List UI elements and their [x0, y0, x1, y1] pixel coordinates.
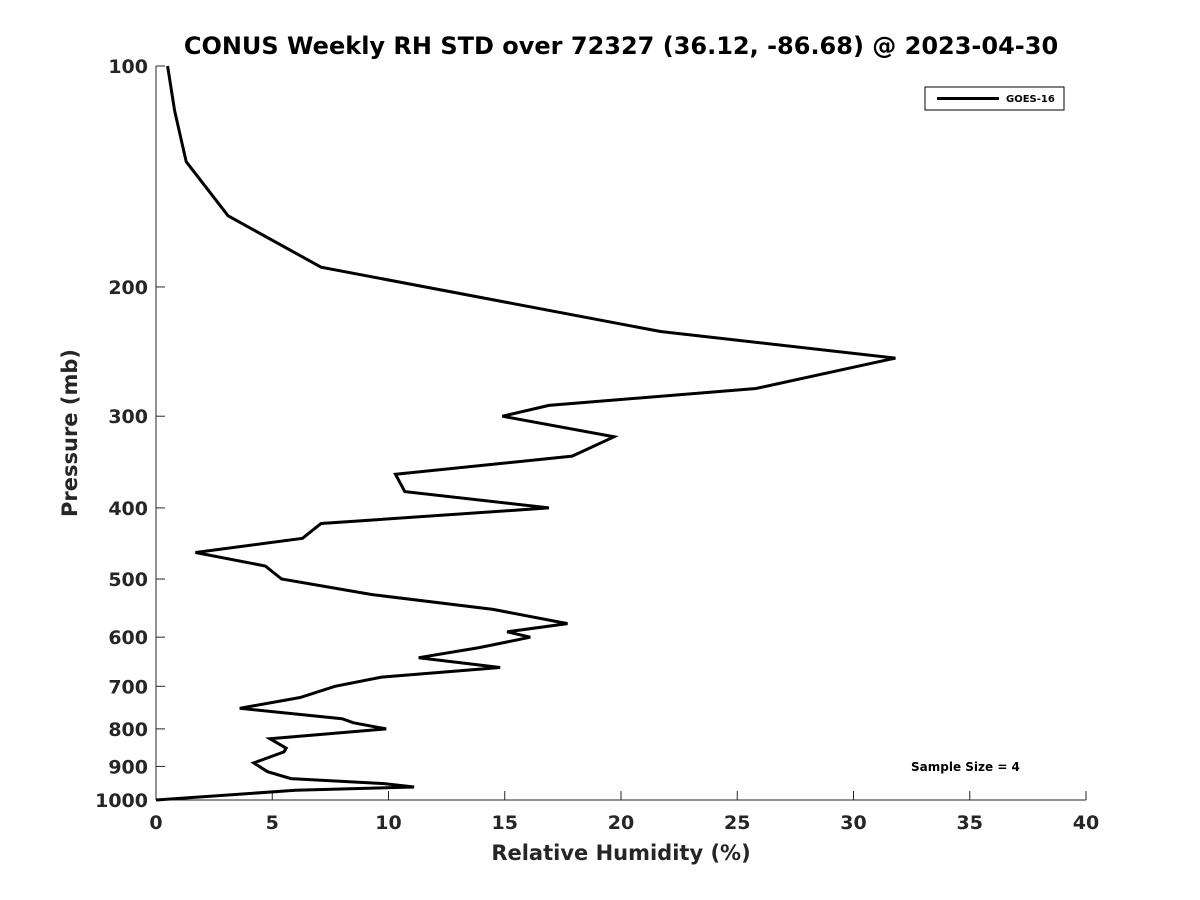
y-tick-label-100: 100 — [108, 56, 148, 78]
y-tick-label-500: 500 — [108, 569, 148, 591]
y-tick-label-400: 400 — [108, 498, 148, 520]
legend-entry-goes16: GOES-16 — [1006, 94, 1055, 105]
x-tick-label-10: 10 — [375, 812, 401, 834]
x-tick-label-40: 40 — [1073, 812, 1099, 834]
y-tick-label-800: 800 — [108, 719, 148, 741]
axes — [155, 66, 1086, 801]
legend[interactable]: GOES-16 — [924, 86, 1065, 111]
y-axis-label: Pressure (mb) — [58, 349, 82, 517]
series-line-0 — [155, 65, 896, 802]
y-tick-label-900: 900 — [108, 756, 148, 778]
y-tick-label-700: 700 — [108, 676, 148, 698]
y-ticks: 100 200 300 400 500 600 700 800 900 1000 — [95, 56, 165, 812]
y-tick-label-600: 600 — [108, 627, 148, 649]
y-tick-label-1000: 1000 — [95, 790, 148, 812]
x-tick-label-35: 35 — [957, 812, 983, 834]
sample-size-annotation: Sample Size = 4 — [911, 760, 1020, 774]
x-tick-label-15: 15 — [492, 812, 518, 834]
chart-title: CONUS Weekly RH STD over 72327 (36.12, -… — [184, 32, 1058, 60]
x-ticks: 0 5 10 15 20 25 30 35 40 — [149, 791, 1099, 834]
x-tick-label-0: 0 — [149, 812, 162, 834]
x-tick-label-30: 30 — [840, 812, 866, 834]
x-tick-label-20: 20 — [608, 812, 634, 834]
series-group — [155, 65, 896, 802]
y-tick-label-200: 200 — [108, 277, 148, 299]
y-tick-label-300: 300 — [108, 406, 148, 428]
x-axis-label: Relative Humidity (%) — [491, 841, 750, 865]
x-tick-label-25: 25 — [724, 812, 750, 834]
x-tick-label-5: 5 — [266, 812, 279, 834]
